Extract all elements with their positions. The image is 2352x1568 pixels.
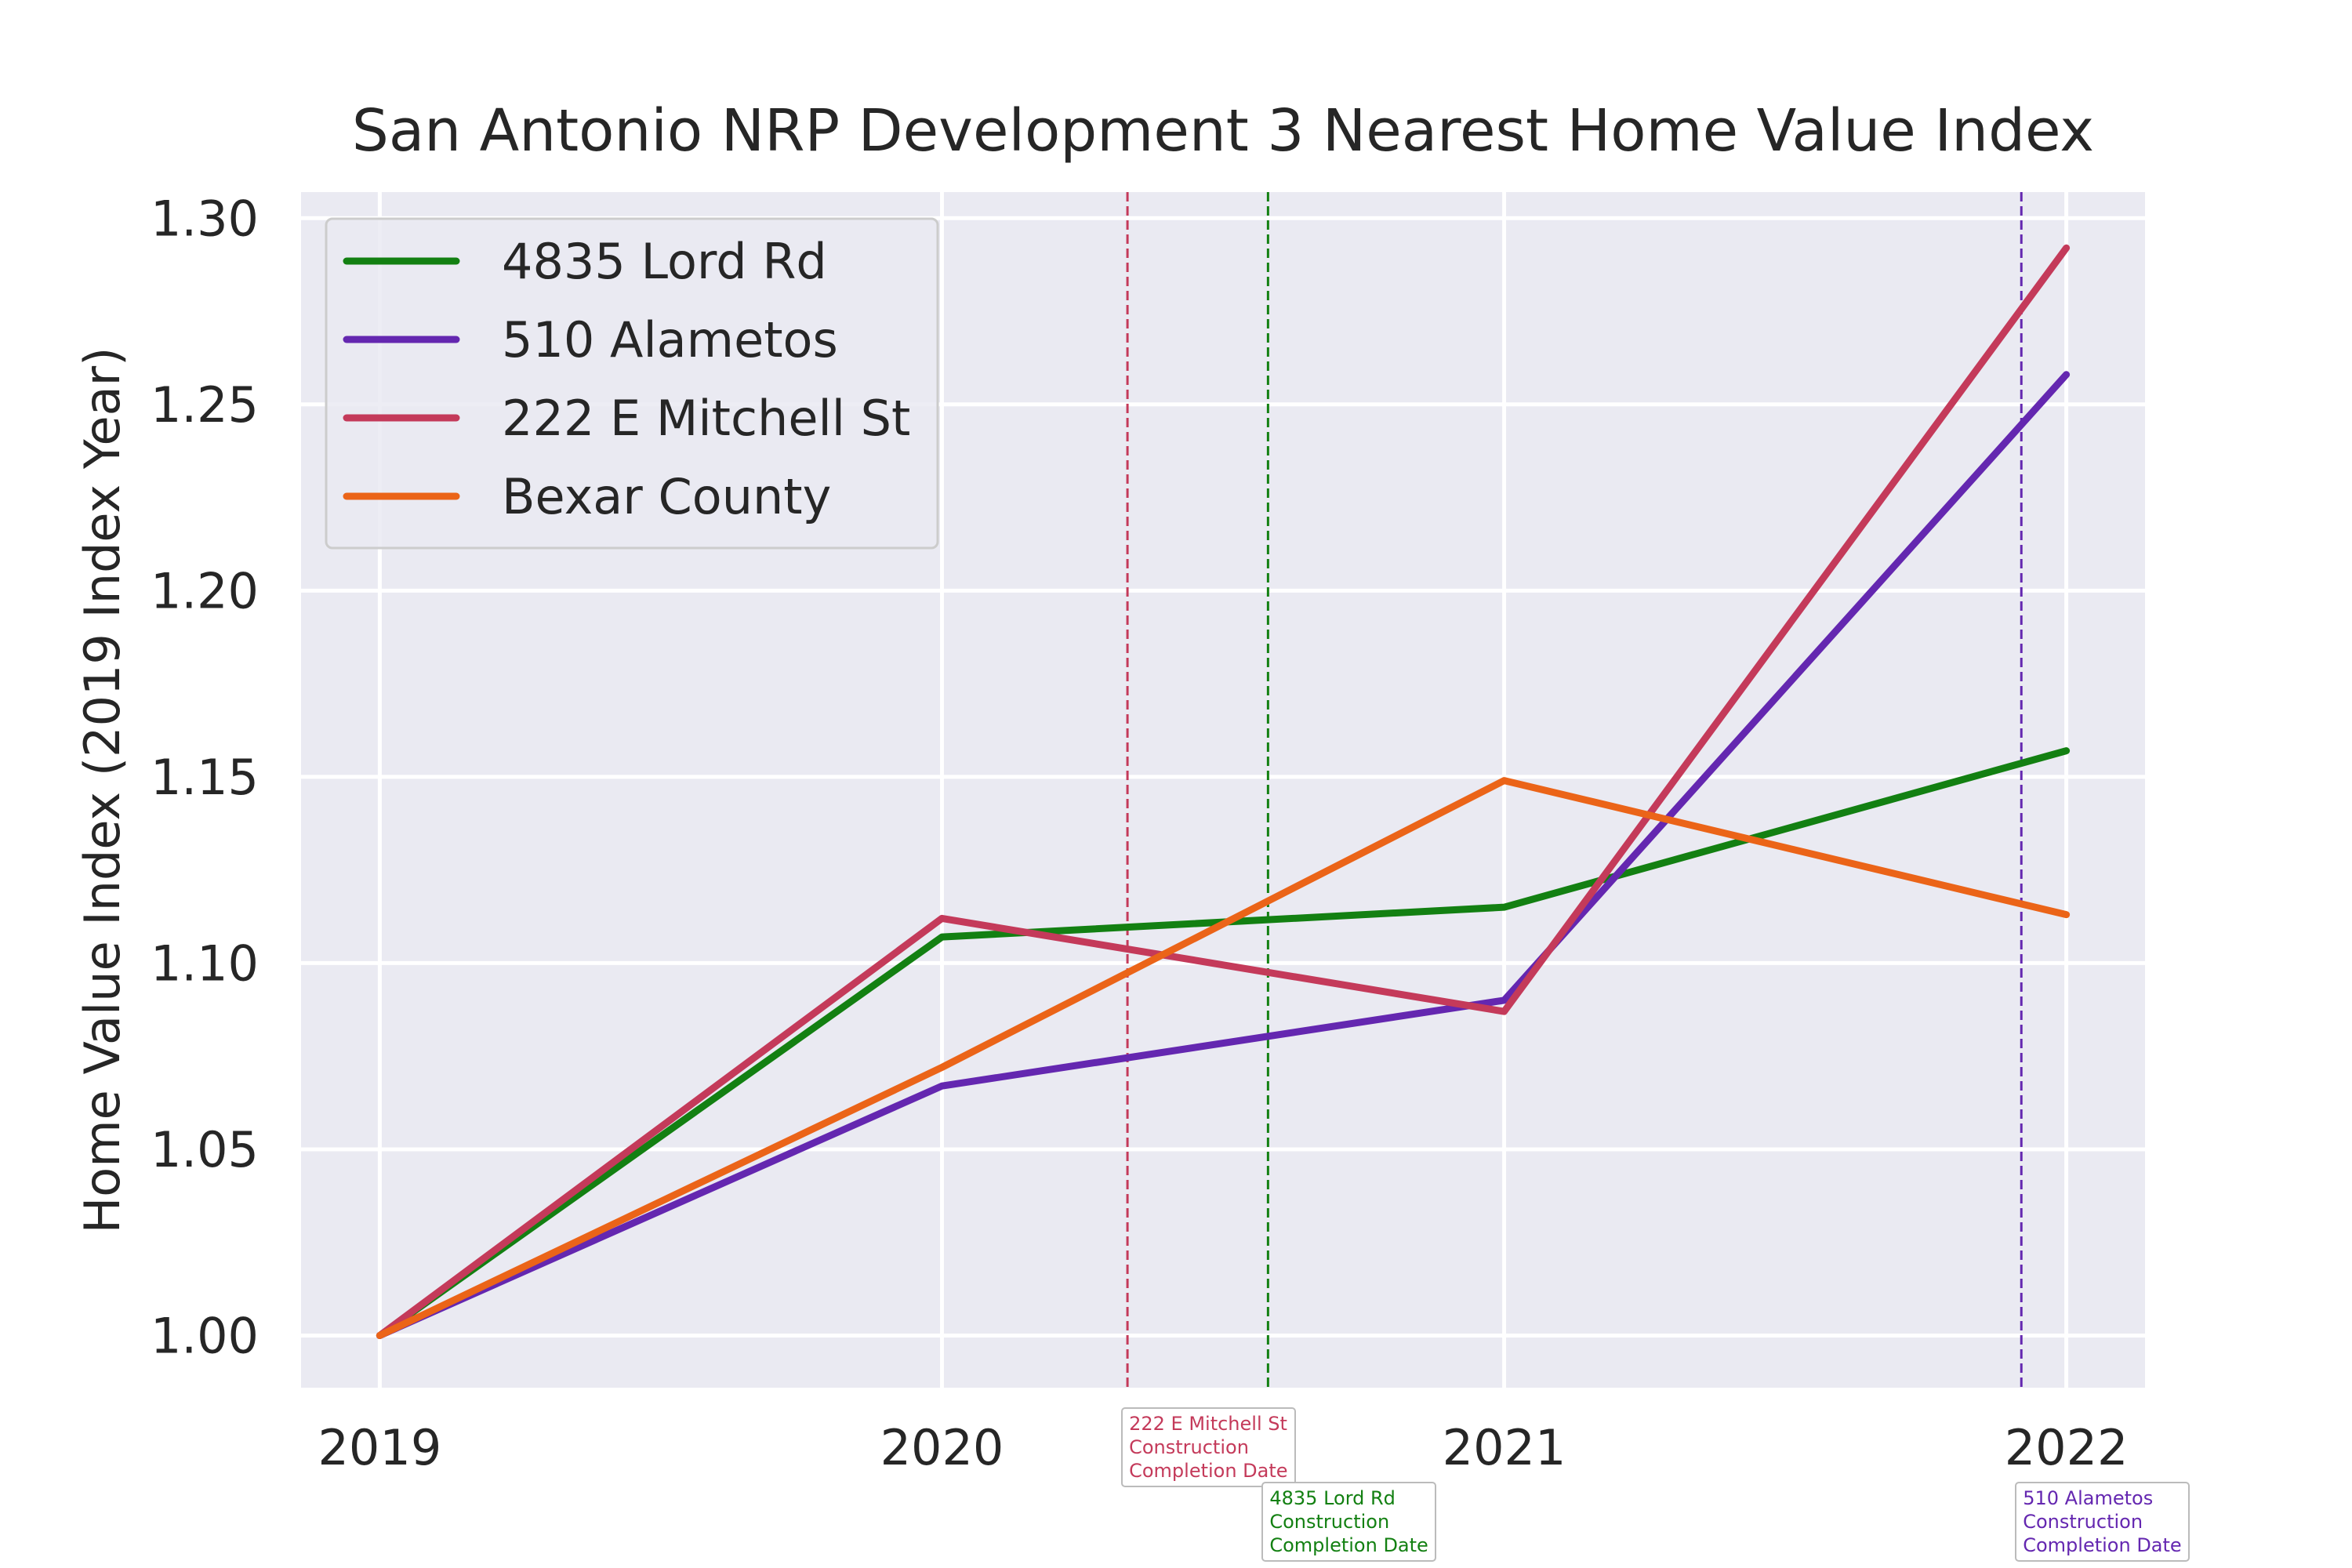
y-tick-label: 1.00: [151, 1307, 259, 1364]
completion-date-annotation: 4835 Lord Rd Construction Completion Date: [1261, 1482, 1436, 1562]
annotation-line: Construction: [1129, 1436, 1249, 1458]
x-tick-label: 2021: [1443, 1419, 1566, 1476]
legend-label: 510 Alametos: [502, 311, 838, 368]
annotation-line: Construction: [2023, 1511, 2143, 1533]
legend-frame: [325, 217, 939, 550]
legend: 4835 Lord Rd 510 Alametos 222 E Mitchell S…: [325, 217, 939, 550]
annotation-line: 510 Alametos: [2023, 1487, 2154, 1509]
series-lines: [376, 244, 2071, 1339]
annotation-line: 4835 Lord Rd: [1269, 1487, 1396, 1509]
y-axis-ticks: 1.00 1.05 1.10 1.15 1.20 1.25 1.30: [151, 190, 259, 1364]
completion-date-annotation: 510 Alametos Construction Completion Date: [2015, 1482, 2190, 1562]
annotation-line: Completion Date: [2023, 1534, 2182, 1556]
y-axis-label: Home Value Index (2019 Index Year): [74, 347, 131, 1234]
y-tick-label: 1.15: [151, 749, 259, 806]
annotation-line: Completion Date: [1269, 1534, 1428, 1556]
annotation-line: Construction: [1269, 1511, 1390, 1533]
x-tick-label: 2022: [2005, 1419, 2129, 1476]
x-axis-ticks: 2019 2020 2021 2022: [318, 1419, 2128, 1476]
y-tick-label: 1.20: [151, 562, 259, 619]
series-line-1: [376, 371, 2071, 1339]
y-tick-label: 1.30: [151, 190, 259, 247]
annotation-line: 222 E Mitchell St: [1129, 1413, 1287, 1435]
completion-date-lines: [1126, 192, 2023, 1388]
y-tick-label: 1.10: [151, 935, 259, 992]
completion-date-annotation: 222 E Mitchell St Construction Completion …: [1121, 1407, 1296, 1487]
legend-label: 4835 Lord Rd: [502, 233, 827, 290]
series-line-2: [376, 244, 2071, 1339]
x-tick-label: 2020: [880, 1419, 1004, 1476]
y-tick-label: 1.05: [151, 1121, 259, 1178]
legend-label: 222 E Mitchell St: [502, 390, 910, 447]
x-tick-label: 2019: [318, 1419, 441, 1476]
y-tick-label: 1.25: [151, 376, 259, 434]
legend-label: Bexar County: [502, 468, 831, 525]
annotation-line: Completion Date: [1129, 1460, 1288, 1482]
series-line-3: [376, 777, 2071, 1339]
chart-title: San Antonio NRP Development 3 Nearest Ho…: [352, 97, 2094, 165]
